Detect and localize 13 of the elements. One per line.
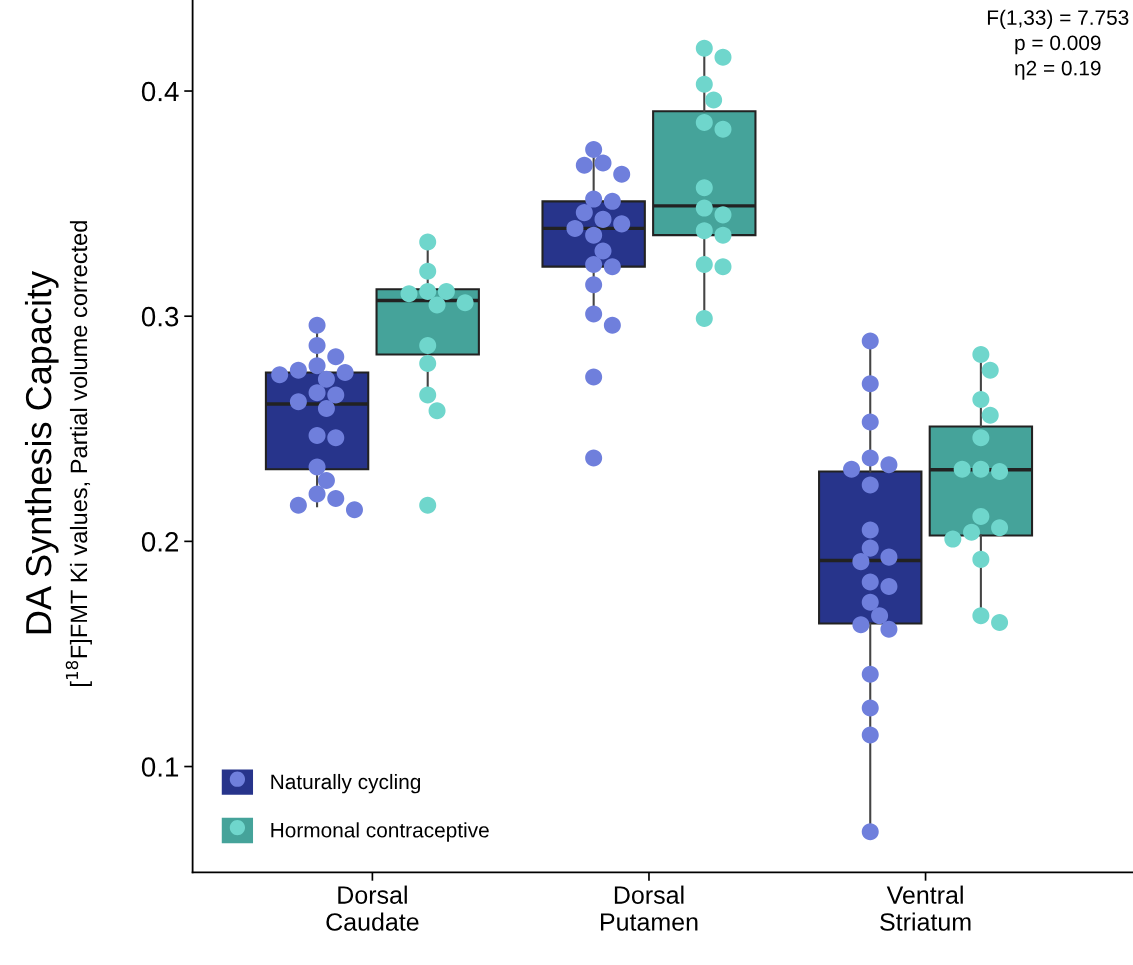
annotation: p = 0.009 (1015, 35, 1101, 55)
y-tick-label: 0.1 (141, 757, 179, 777)
text: DA Synthesis Capacity [$^{18}$F]FMT Ki values, Partial volume corrected (24, 221, 92, 686)
annotation: η2 = 0.19 (1015, 60, 1101, 80)
y-tick-label: 0.3 (141, 306, 179, 327)
y-tick-label: 0.4 (141, 81, 179, 102)
annotation: F(1,33) = 7.753 (987, 9, 1129, 30)
legend-label: Naturally cycling (271, 773, 421, 794)
x-tick-label: Ventral Striatum (880, 885, 971, 931)
y-tick-label: 0.2 (141, 532, 179, 552)
x-tick-label: Dorsal Putamen (601, 885, 698, 931)
legend-label: Hormonal contraceptive (271, 822, 489, 842)
x-tick-label: Dorsal Caudate (326, 885, 419, 931)
